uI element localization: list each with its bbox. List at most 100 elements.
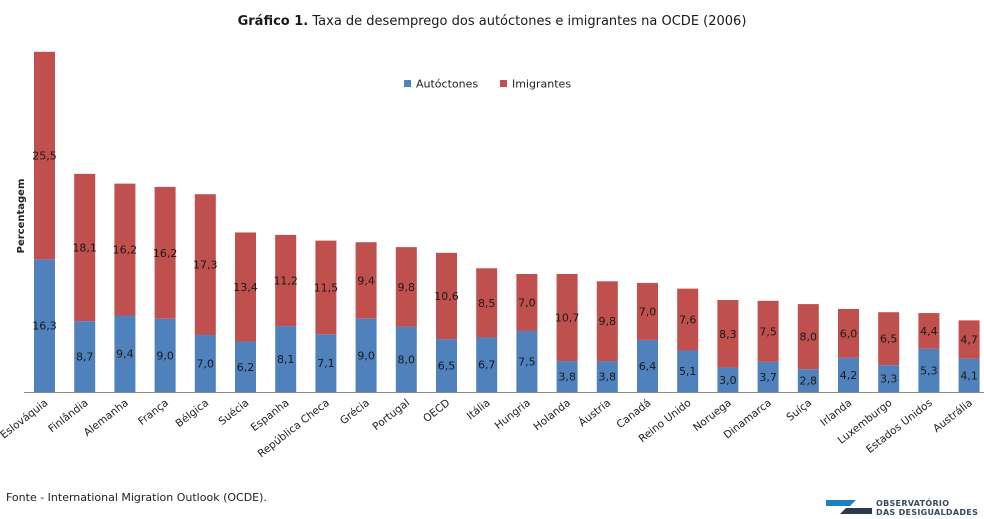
x-tick-label: Holanda <box>531 397 573 433</box>
data-label-imigrantes: 16,2 <box>153 247 178 260</box>
data-label-imigrantes: 10,6 <box>434 290 459 303</box>
legend-label-imigrantes: Imigrantes <box>512 78 571 91</box>
data-label-autoctones: 4,2 <box>840 369 858 382</box>
bar-imigrantes <box>74 173 96 322</box>
logo-text-line1: OBSERVATÓRIO <box>876 499 950 508</box>
data-label-imigrantes: 13,4 <box>233 281 258 294</box>
x-tick-label: Irlanda <box>818 397 854 429</box>
data-label-autoctones: 5,3 <box>920 364 938 377</box>
x-tick-label: Hungria <box>493 397 533 432</box>
bar-autoctones <box>677 350 699 392</box>
data-label-imigrantes: 8,5 <box>478 297 496 310</box>
bar-imigrantes <box>235 232 256 342</box>
data-label-imigrantes: 6,5 <box>880 333 898 346</box>
bar-autoctones <box>315 334 337 392</box>
bar-autoctones <box>838 357 859 392</box>
bar-imigrantes <box>878 312 900 366</box>
data-label-autoctones: 7,5 <box>518 355 536 368</box>
data-label-autoctones: 6,5 <box>438 360 456 373</box>
bar-imigrantes <box>596 281 618 362</box>
bar-autoctones <box>194 335 216 392</box>
bar-imigrantes <box>194 194 216 336</box>
data-label-imigrantes: 7,0 <box>639 305 657 318</box>
bar-autoctones <box>235 341 256 392</box>
data-label-autoctones: 7,0 <box>197 358 215 371</box>
bar-imigrantes <box>154 186 176 319</box>
x-tick-label: Eslováquia <box>0 397 50 441</box>
x-tick-label: República Checa <box>256 397 332 460</box>
bar-autoctones <box>717 367 739 392</box>
bar-imigrantes <box>838 308 859 358</box>
bar-autoctones <box>516 330 538 392</box>
data-label-autoctones: 7,1 <box>317 357 335 370</box>
bar-autoctones <box>154 318 176 392</box>
legend-swatch-imigrantes <box>500 80 507 87</box>
bar-imigrantes <box>677 288 699 351</box>
legend-swatch-autoctones <box>404 80 411 87</box>
data-label-autoctones: 8,1 <box>277 353 295 366</box>
bar-autoctones <box>596 361 618 392</box>
bar-imigrantes <box>918 313 940 349</box>
bar-autoctones <box>637 339 658 392</box>
bar-imigrantes <box>476 268 498 338</box>
data-label-imigrantes: 11,2 <box>273 274 298 287</box>
bar-autoctones <box>476 337 498 392</box>
x-tick-label: Itália <box>465 397 493 422</box>
data-label-imigrantes: 6,0 <box>840 327 858 340</box>
bar-autoctones <box>355 318 377 392</box>
data-label-imigrantes: 11,5 <box>314 281 339 294</box>
bar-imigrantes <box>315 240 337 335</box>
bar-autoctones <box>797 369 819 392</box>
bar-imigrantes <box>958 320 980 359</box>
data-label-autoctones: 3,7 <box>759 371 777 384</box>
logo-mark-icon <box>826 500 872 514</box>
data-label-autoctones: 9,4 <box>116 348 134 361</box>
data-label-imigrantes: 9,4 <box>357 274 375 287</box>
data-label-imigrantes: 17,3 <box>193 259 218 272</box>
bar-autoctones <box>436 339 457 392</box>
data-label-imigrantes: 10,7 <box>555 312 580 325</box>
bar-imigrantes <box>355 242 377 319</box>
bar-imigrantes <box>717 300 739 368</box>
data-label-imigrantes: 4,4 <box>920 325 938 338</box>
observatorio-logo: OBSERVATÓRIO DAS DESIGUALDADES <box>826 496 984 519</box>
bar-autoctones <box>74 321 96 392</box>
chart-title-text: Taxa de desemprego dos autóctones e imig… <box>312 14 747 29</box>
bar-imigrantes <box>556 273 578 362</box>
x-tick-label: Áustria <box>576 396 613 429</box>
logo-text-line2: DAS DESIGUALDADES <box>876 508 979 517</box>
bar-imigrantes <box>275 234 297 327</box>
data-label-imigrantes: 4,7 <box>960 334 978 347</box>
bar-imigrantes <box>797 304 819 370</box>
x-tick-label: Suíça <box>784 397 814 424</box>
data-label-imigrantes: 18,1 <box>72 242 97 255</box>
bar-imigrantes <box>516 273 538 331</box>
y-axis-title: Percentagem <box>16 179 27 254</box>
data-label-imigrantes: 8,0 <box>800 331 818 344</box>
bar-imigrantes <box>757 300 779 362</box>
chart-title: Gráfico 1. Taxa de desemprego dos autóct… <box>0 14 984 29</box>
data-label-imigrantes: 7,6 <box>679 314 697 327</box>
x-tick-label: Portugal <box>370 397 412 433</box>
bar-autoctones <box>556 361 578 392</box>
data-label-imigrantes: 16,2 <box>113 244 138 257</box>
data-label-imigrantes: 9,8 <box>599 315 617 328</box>
bar-imigrantes <box>637 282 658 340</box>
x-tick-label: França <box>136 397 171 428</box>
data-label-autoctones: 9,0 <box>357 349 375 362</box>
data-label-autoctones: 2,8 <box>800 375 818 388</box>
x-tick-label: OECD <box>421 397 452 425</box>
data-label-imigrantes: 25,5 <box>32 150 57 163</box>
bar-autoctones <box>878 365 900 392</box>
data-label-autoctones: 4,1 <box>960 369 978 382</box>
data-label-imigrantes: 7,0 <box>518 296 536 309</box>
data-label-autoctones: 3,3 <box>880 373 898 386</box>
bar-autoctones <box>958 358 980 392</box>
logo-text: OBSERVATÓRIO DAS DESIGUALDADES <box>876 499 978 517</box>
bar-autoctones <box>918 348 940 392</box>
bar-autoctones <box>757 361 779 392</box>
data-label-autoctones: 6,2 <box>237 361 255 374</box>
data-label-autoctones: 16,3 <box>32 320 57 333</box>
data-label-autoctones: 8,0 <box>398 353 416 366</box>
